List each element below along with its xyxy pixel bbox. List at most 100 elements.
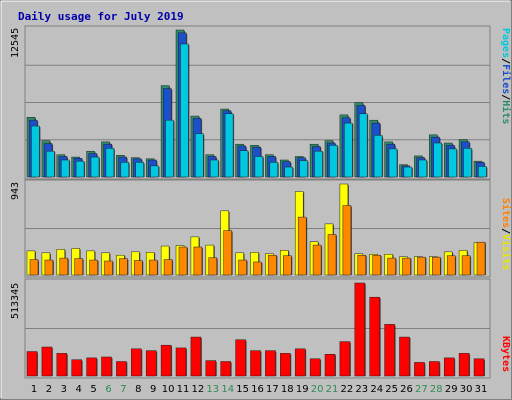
day-label: 29 (445, 384, 458, 395)
legend-entry: Visits (500, 234, 512, 270)
top-bar-pages-day-4 (75, 160, 85, 178)
day-label: 21 (326, 384, 339, 395)
top-bar-pages-day-24 (373, 135, 383, 178)
top-bar-pages-day-23 (358, 113, 368, 178)
day-label: 4 (76, 384, 82, 395)
day-label: 2 (46, 384, 52, 395)
day-label: 7 (120, 384, 126, 395)
mid-bar-sites-day-22 (342, 205, 352, 276)
top-bar-pages-day-21 (329, 145, 338, 178)
mid-bar-sites-day-30 (461, 255, 471, 276)
bot-bar-kbytes-day-1 (26, 351, 38, 377)
mid-bar-sites-day-25 (387, 257, 396, 276)
mid-bar-sites-day-14 (223, 230, 232, 276)
top-bar-pages-day-10 (165, 119, 174, 178)
top-bar-pages-day-6 (105, 148, 115, 178)
bot-bar-kbytes-day-4 (71, 359, 82, 377)
bot-bar-kbytes-day-10 (160, 344, 172, 377)
bot-legend: KBytes (500, 336, 511, 372)
day-label: 25 (385, 384, 398, 395)
bot-bar-kbytes-day-8 (131, 348, 142, 377)
day-label: 17 (266, 384, 279, 395)
bot-bar-kbytes-day-11 (175, 347, 187, 377)
mid-bar-sites-day-16 (253, 261, 262, 276)
day-label: 22 (341, 384, 354, 395)
x-axis-labels: 1 2 3 4 5 6 7 8 9 10 11 12 13 14 15 16 17 18 19 20 21 22 23 24 2… (31, 384, 488, 395)
day-label: 26 (400, 384, 413, 395)
top-bar-pages-day-1 (31, 125, 40, 178)
mid-ymax-label: 943 (10, 182, 21, 200)
top-bar-pages-day-12 (195, 133, 204, 178)
top-bar-pages-day-19 (299, 160, 308, 178)
bot-bar-kbytes-day-15 (235, 339, 246, 377)
top-bar-pages-day-22 (344, 122, 353, 178)
bot-bar-kbytes-day-5 (86, 357, 97, 377)
bot-bar-kbytes-day-3 (56, 353, 68, 377)
legend-entry: KBytes (500, 336, 511, 372)
top-bar-pages-day-5 (90, 156, 100, 178)
day-label: 12 (192, 384, 205, 395)
legend-entry: Sites (500, 198, 512, 228)
mid-bar-sites-day-1 (29, 259, 39, 276)
top-legend: Pages/Files/Hits (500, 28, 512, 124)
top-bar-pages-day-27 (418, 159, 428, 178)
day-label: 16 (251, 384, 264, 395)
top-bar-pages-day-2 (46, 150, 55, 178)
mid-bar-sites-day-27 (417, 256, 426, 276)
mid-bar-sites-day-3 (59, 257, 69, 276)
top-bar-pages-day-29 (448, 148, 457, 178)
top-bar-pages-day-3 (60, 159, 70, 178)
mid-bar-sites-day-13 (208, 257, 218, 276)
mid-bar-sites-day-29 (446, 255, 456, 276)
bot-bar-kbytes-day-31 (473, 358, 485, 377)
mid-bar-sites-day-6 (104, 260, 113, 276)
day-label: 23 (355, 384, 368, 395)
top-bar-pages-day-8 (135, 162, 144, 178)
top-bar-pages-day-28 (433, 142, 442, 178)
day-label: 24 (370, 384, 383, 395)
legend-entry: Files (500, 64, 512, 94)
mid-bar-sites-day-2 (44, 259, 54, 276)
mid-bar-sites-day-12 (193, 246, 203, 276)
mid-bar-sites-day-15 (238, 259, 247, 276)
top-bar-pages-day-7 (120, 162, 130, 178)
bot-bar-kbytes-day-6 (101, 356, 112, 377)
day-label: 30 (460, 384, 473, 395)
bot-bar-kbytes-day-24 (369, 296, 380, 377)
day-label: 27 (415, 384, 428, 395)
top-bar-pages-day-17 (269, 162, 279, 178)
day-label: 8 (135, 384, 141, 395)
bot-bar-kbytes-day-25 (384, 324, 395, 377)
day-label: 14 (221, 384, 234, 395)
day-label: 13 (206, 384, 219, 395)
bot-bar-kbytes-day-9 (145, 350, 157, 377)
mid-bar-sites-day-26 (402, 257, 411, 276)
top-bar-pages-day-26 (403, 166, 413, 178)
bot-bar-kbytes-day-7 (116, 361, 127, 377)
mid-bar-sites-day-5 (89, 259, 98, 276)
mid-bar-sites-day-24 (372, 254, 381, 276)
mid-bar-sites-day-8 (134, 260, 143, 276)
legend-entry: Hits (500, 100, 512, 124)
bot-bar-kbytes-day-26 (399, 336, 410, 377)
day-label: 1 (31, 384, 37, 395)
legend-entry: / (500, 58, 511, 64)
mid-bar-sites-day-7 (119, 258, 128, 276)
bot-bar-kbytes-day-14 (220, 361, 231, 377)
top-bar-pages-day-25 (388, 148, 398, 178)
bot-bar-kbytes-day-28 (429, 361, 440, 377)
mid-legend: Sites/Visits (500, 198, 512, 270)
top-bar-pages-day-31 (478, 166, 487, 178)
mid-bar-sites-day-18 (283, 255, 292, 276)
bot-bar-kbytes-day-12 (190, 336, 202, 377)
day-label: 3 (61, 384, 67, 395)
day-label: 18 (281, 384, 294, 395)
top-bar-pages-day-18 (284, 166, 293, 178)
bot-bar-kbytes-day-23 (354, 282, 366, 377)
mid-bar-sites-day-23 (357, 254, 367, 276)
legend-entry: / (500, 228, 511, 234)
day-label: 19 (296, 384, 309, 395)
top-bar-pages-day-11 (180, 43, 189, 178)
bot-bar-kbytes-day-30 (458, 353, 470, 377)
